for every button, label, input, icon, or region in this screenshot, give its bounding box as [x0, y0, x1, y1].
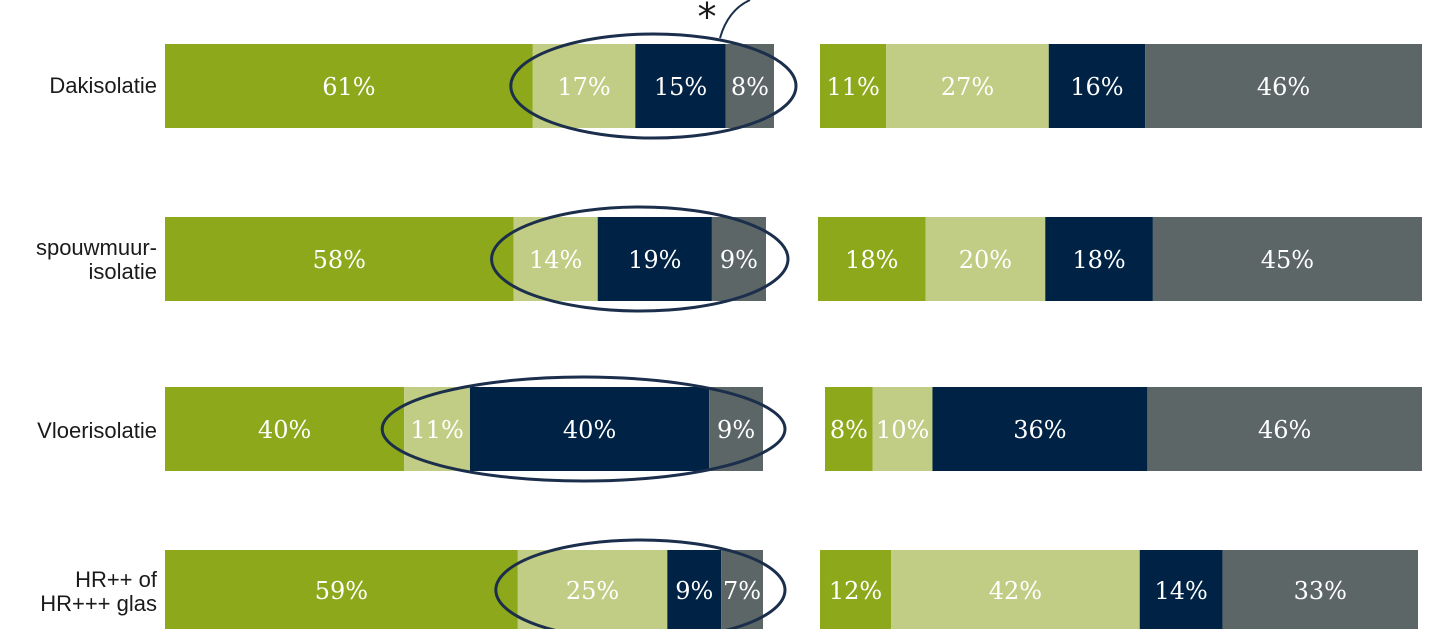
category-label-dakisolatie: Dakisolatie — [49, 73, 157, 98]
annotation-asterisk: * — [698, 0, 717, 39]
data-label-chart2-row2-series-4: 45% — [1261, 246, 1314, 274]
bar-segment-chart2-row4-series-1 — [820, 550, 892, 629]
bar-segment-chart1-row4-series-2 — [517, 550, 668, 629]
category-label-vloerisolatie: Vloerisolatie — [37, 418, 157, 443]
data-label-chart2-row1-series-2: 27% — [941, 73, 994, 101]
data-label-chart1-row3-series-3: 40% — [563, 416, 616, 444]
bar-segment-chart2-row2-series-1 — [818, 217, 926, 301]
data-label-chart1-row1-series-1: 61% — [322, 73, 375, 101]
bar-segment-chart1-row2-series-2 — [513, 217, 598, 301]
bar-segment-chart1-row4-series-4 — [721, 550, 763, 629]
data-label-chart2-row4-series-4: 33% — [1294, 577, 1347, 605]
data-label-chart2-row4-series-1: 12% — [829, 577, 882, 605]
data-label-chart2-row2-series-3: 18% — [1072, 246, 1125, 274]
data-label-chart1-row3-series-2: 11% — [410, 416, 463, 444]
data-label-chart2-row2-series-2: 20% — [959, 246, 1012, 274]
bar-segment-chart1-row4-series-3 — [667, 550, 722, 629]
data-label-chart1-row4-series-3: 9% — [675, 577, 713, 605]
bar-segment-chart1-row2-series-4 — [711, 217, 766, 301]
data-label-chart1-row1-series-4: 8% — [731, 73, 769, 101]
data-label-chart2-row4-series-3: 14% — [1154, 577, 1207, 605]
bar-segment-chart2-row4-series-3 — [1139, 550, 1223, 629]
bar-segment-chart2-row4-series-4 — [1222, 550, 1418, 629]
bar-segment-chart1-row1-series-4 — [725, 44, 774, 128]
data-label-chart1-row2-series-2: 14% — [529, 246, 582, 274]
highlight-ellipse-row2 — [490, 205, 790, 313]
data-label-chart1-row4-series-1: 59% — [315, 577, 368, 605]
category-label-glas: HR++ of HR+++ glas — [40, 567, 157, 616]
annotation-leader-line — [719, 0, 751, 39]
bar-segment-chart2-row1-series-1 — [820, 44, 887, 128]
bar-segment-chart1-row3-series-1 — [165, 387, 405, 471]
category-label-spouwmuurisolatie: spouwmuur- isolatie — [35, 235, 157, 284]
data-label-chart1-row1-series-3: 15% — [654, 73, 707, 101]
bar-segment-chart2-row2-series-4 — [1152, 217, 1422, 301]
bar-segment-chart1-row3-series-3 — [469, 387, 710, 471]
bar-segment-chart2-row2-series-2 — [925, 217, 1046, 301]
bar-segment-chart2-row4-series-2 — [891, 550, 1140, 629]
bar-segment-chart1-row1-series-1 — [165, 44, 533, 128]
data-label-chart2-row3-series-4: 46% — [1258, 416, 1311, 444]
data-label-chart2-row3-series-1: 8% — [830, 416, 868, 444]
bar-segment-chart1-row1-series-2 — [532, 44, 636, 128]
data-label-chart2-row1-series-1: 11% — [826, 73, 879, 101]
highlight-ellipse-row1 — [509, 32, 798, 140]
bar-segment-chart2-row3-series-1 — [825, 387, 873, 471]
data-label-chart1-row2-series-3: 19% — [628, 246, 681, 274]
bar-segment-chart2-row1-series-2 — [886, 44, 1049, 128]
data-label-chart1-row3-series-1: 40% — [258, 416, 311, 444]
bar-segment-chart2-row3-series-3 — [932, 387, 1148, 471]
bar-segment-chart2-row2-series-3 — [1045, 217, 1153, 301]
data-label-chart1-row3-series-4: 9% — [717, 416, 755, 444]
data-label-chart1-row2-series-4: 9% — [720, 246, 758, 274]
data-label-chart1-row2-series-1: 58% — [313, 246, 366, 274]
highlight-ellipse-row4 — [494, 538, 787, 629]
bar-segment-chart2-row3-series-4 — [1147, 387, 1422, 471]
data-label-chart2-row1-series-4: 46% — [1257, 73, 1310, 101]
highlight-ellipse-row3 — [380, 375, 787, 483]
bar-segment-chart1-row2-series-3 — [597, 217, 712, 301]
data-label-chart2-row3-series-3: 36% — [1013, 416, 1066, 444]
data-label-chart2-row4-series-2: 42% — [989, 577, 1042, 605]
data-label-chart2-row2-series-1: 18% — [845, 246, 898, 274]
data-label-chart2-row3-series-2: 10% — [876, 416, 929, 444]
bar-segment-chart1-row1-series-3 — [635, 44, 726, 128]
data-label-chart1-row1-series-2: 17% — [557, 73, 610, 101]
data-label-chart2-row1-series-3: 16% — [1070, 73, 1123, 101]
bar-segment-chart2-row1-series-4 — [1145, 44, 1422, 128]
bar-segment-chart1-row2-series-1 — [165, 217, 514, 301]
data-label-chart1-row4-series-2: 25% — [566, 577, 619, 605]
data-label-chart1-row4-series-4: 7% — [723, 577, 761, 605]
bar-segment-chart1-row4-series-1 — [165, 550, 518, 629]
bar-segment-chart2-row3-series-2 — [872, 387, 933, 471]
bar-segment-chart2-row1-series-3 — [1048, 44, 1146, 128]
